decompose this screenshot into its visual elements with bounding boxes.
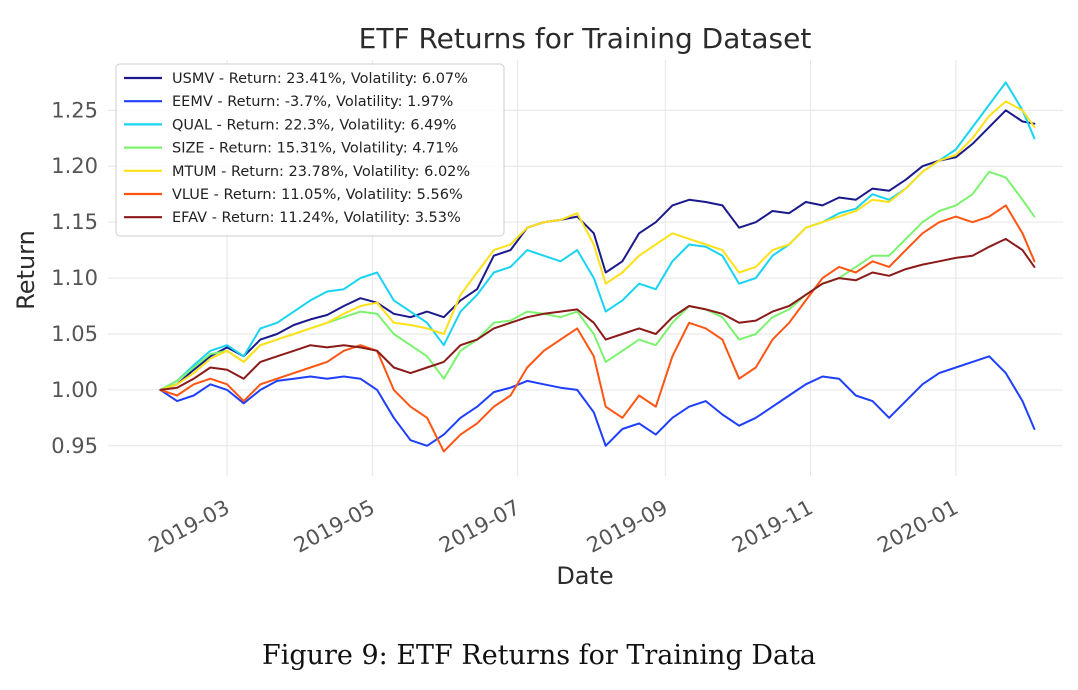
y-tick-label: 1.10 [51, 266, 98, 290]
series-line-qual [159, 81, 1036, 391]
series-line-mtum [159, 100, 1036, 391]
series-line-usmv [159, 109, 1036, 391]
x-tick-label: 2020-01 [873, 495, 962, 557]
y-tick-label: 1.25 [51, 98, 98, 122]
series-line-vlue [159, 204, 1036, 453]
x-axis-label: Date [556, 562, 613, 590]
y-tick-label: 0.95 [51, 434, 98, 458]
x-tick-label: 2019-09 [583, 495, 672, 557]
legend-label-efav: EFAV - Return: 11.24%, Volatility: 3.53% [172, 210, 461, 226]
legend: USMV - Return: 23.41%, Volatility: 6.07%… [115, 63, 505, 237]
figure-caption: Figure 9: ETF Returns for Training Data [261, 640, 817, 671]
legend-label-usmv: USMV - Return: 23.41%, Volatility: 6.07% [172, 71, 468, 87]
x-tick-label: 2019-07 [435, 495, 524, 557]
legend-label-size: SIZE - Return: 15.31%, Volatility: 4.71% [172, 141, 458, 157]
x-tick-label: 2019-11 [728, 495, 817, 557]
legend-box [115, 63, 505, 237]
y-tick-label: 1.00 [51, 378, 98, 402]
legend-label-eemv: EEMV - Return: -3.7%, Volatility: 1.97% [172, 94, 453, 110]
series-line-efav [159, 237, 1036, 391]
y-tick-label: 1.05 [51, 322, 98, 346]
series-line-eemv [159, 355, 1036, 447]
y-tick-label: 1.20 [51, 154, 98, 178]
chart-title: ETF Returns for Training Dataset [359, 22, 812, 55]
legend-label-mtum: MTUM - Return: 23.78%, Volatility: 6.02% [172, 164, 470, 180]
y-axis-ticks: 0.95 1.00 1.05 1.10 1.15 1.20 1.25 [51, 98, 98, 457]
legend-label-vlue: VLUE - Return: 11.05%, Volatility: 5.56% [172, 187, 463, 203]
x-axis-ticks: 2019-03 2019-05 2019-07 2019-09 2019-11 2020-… [145, 495, 962, 557]
x-tick-label: 2019-03 [145, 495, 234, 557]
x-tick-label: 2019-05 [290, 495, 379, 557]
y-tick-label: 1.15 [51, 210, 98, 234]
y-axis-label: Return [12, 230, 40, 310]
series-lines [159, 81, 1036, 453]
legend-label-qual: QUAL - Return: 22.3%, Volatility: 6.49% [172, 117, 457, 133]
